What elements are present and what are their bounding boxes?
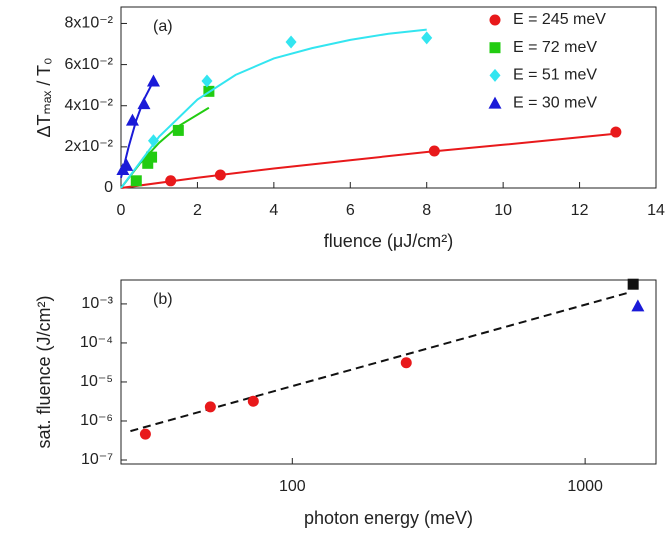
plot-frame xyxy=(120,6,657,189)
y-tick-label: 8x10⁻² xyxy=(65,15,114,32)
point xyxy=(130,175,142,187)
point xyxy=(214,169,226,181)
point xyxy=(120,158,134,171)
x-tick-label: 100 xyxy=(279,478,306,495)
point xyxy=(125,113,139,126)
point xyxy=(137,97,151,110)
point xyxy=(428,145,440,157)
y-axis-label: ΔTₘₐₓ / T₀ xyxy=(34,58,54,138)
point xyxy=(147,134,159,148)
x-tick-label: 14 xyxy=(647,202,665,219)
point xyxy=(201,74,213,88)
y-tick-label: 10⁻⁵ xyxy=(80,373,113,390)
legend-label: E = 30 meV xyxy=(513,94,597,111)
y-tick-label: 4x10⁻² xyxy=(65,97,114,114)
x-tick-label: 1000 xyxy=(567,478,603,495)
point xyxy=(285,35,297,49)
legend-label: E = 72 meV xyxy=(513,39,597,56)
legend-marker xyxy=(488,96,502,109)
fit-line xyxy=(120,28,427,189)
point xyxy=(146,151,158,163)
y-tick-label: 10⁻³ xyxy=(81,295,113,312)
x-axis-label: fluence (μJ/cm²) xyxy=(324,231,453,251)
fit-line xyxy=(120,80,155,178)
plot-frame xyxy=(120,279,657,465)
point xyxy=(146,74,160,87)
legend-marker xyxy=(489,68,501,82)
point xyxy=(627,278,639,290)
legend-marker xyxy=(489,14,501,26)
point xyxy=(421,31,433,45)
y-tick-label: 10⁻⁶ xyxy=(80,412,113,429)
fit-line xyxy=(120,132,618,189)
x-tick-label: 0 xyxy=(117,202,126,219)
x-tick-label: 8 xyxy=(422,202,431,219)
legend-label: E = 51 meV xyxy=(513,67,597,84)
x-axis-label: photon energy (meV) xyxy=(304,508,473,528)
x-tick-label: 12 xyxy=(571,202,589,219)
x-tick-label: 10 xyxy=(494,202,512,219)
point xyxy=(247,395,259,407)
point xyxy=(610,126,622,138)
y-tick-label: 0 xyxy=(104,179,113,196)
point xyxy=(204,401,216,413)
fit-line xyxy=(130,291,631,433)
legend-marker xyxy=(489,42,501,54)
y-axis-label: sat. fluence (J/cm²) xyxy=(34,295,54,448)
point xyxy=(165,175,177,187)
panel-label: (a) xyxy=(153,18,173,35)
point xyxy=(631,299,645,312)
y-tick-label: 10⁻⁴ xyxy=(80,334,113,351)
point xyxy=(400,357,412,369)
x-tick-label: 2 xyxy=(193,202,202,219)
y-tick-label: 6x10⁻² xyxy=(65,56,114,73)
y-tick-label: 2x10⁻² xyxy=(65,138,114,155)
legend-label: E = 245 meV xyxy=(513,11,606,28)
y-tick-label: 10⁻⁷ xyxy=(81,451,113,468)
x-tick-label: 6 xyxy=(346,202,355,219)
point xyxy=(172,124,184,136)
panel-label: (b) xyxy=(153,291,173,308)
point xyxy=(139,428,151,440)
x-tick-label: 4 xyxy=(269,202,278,219)
